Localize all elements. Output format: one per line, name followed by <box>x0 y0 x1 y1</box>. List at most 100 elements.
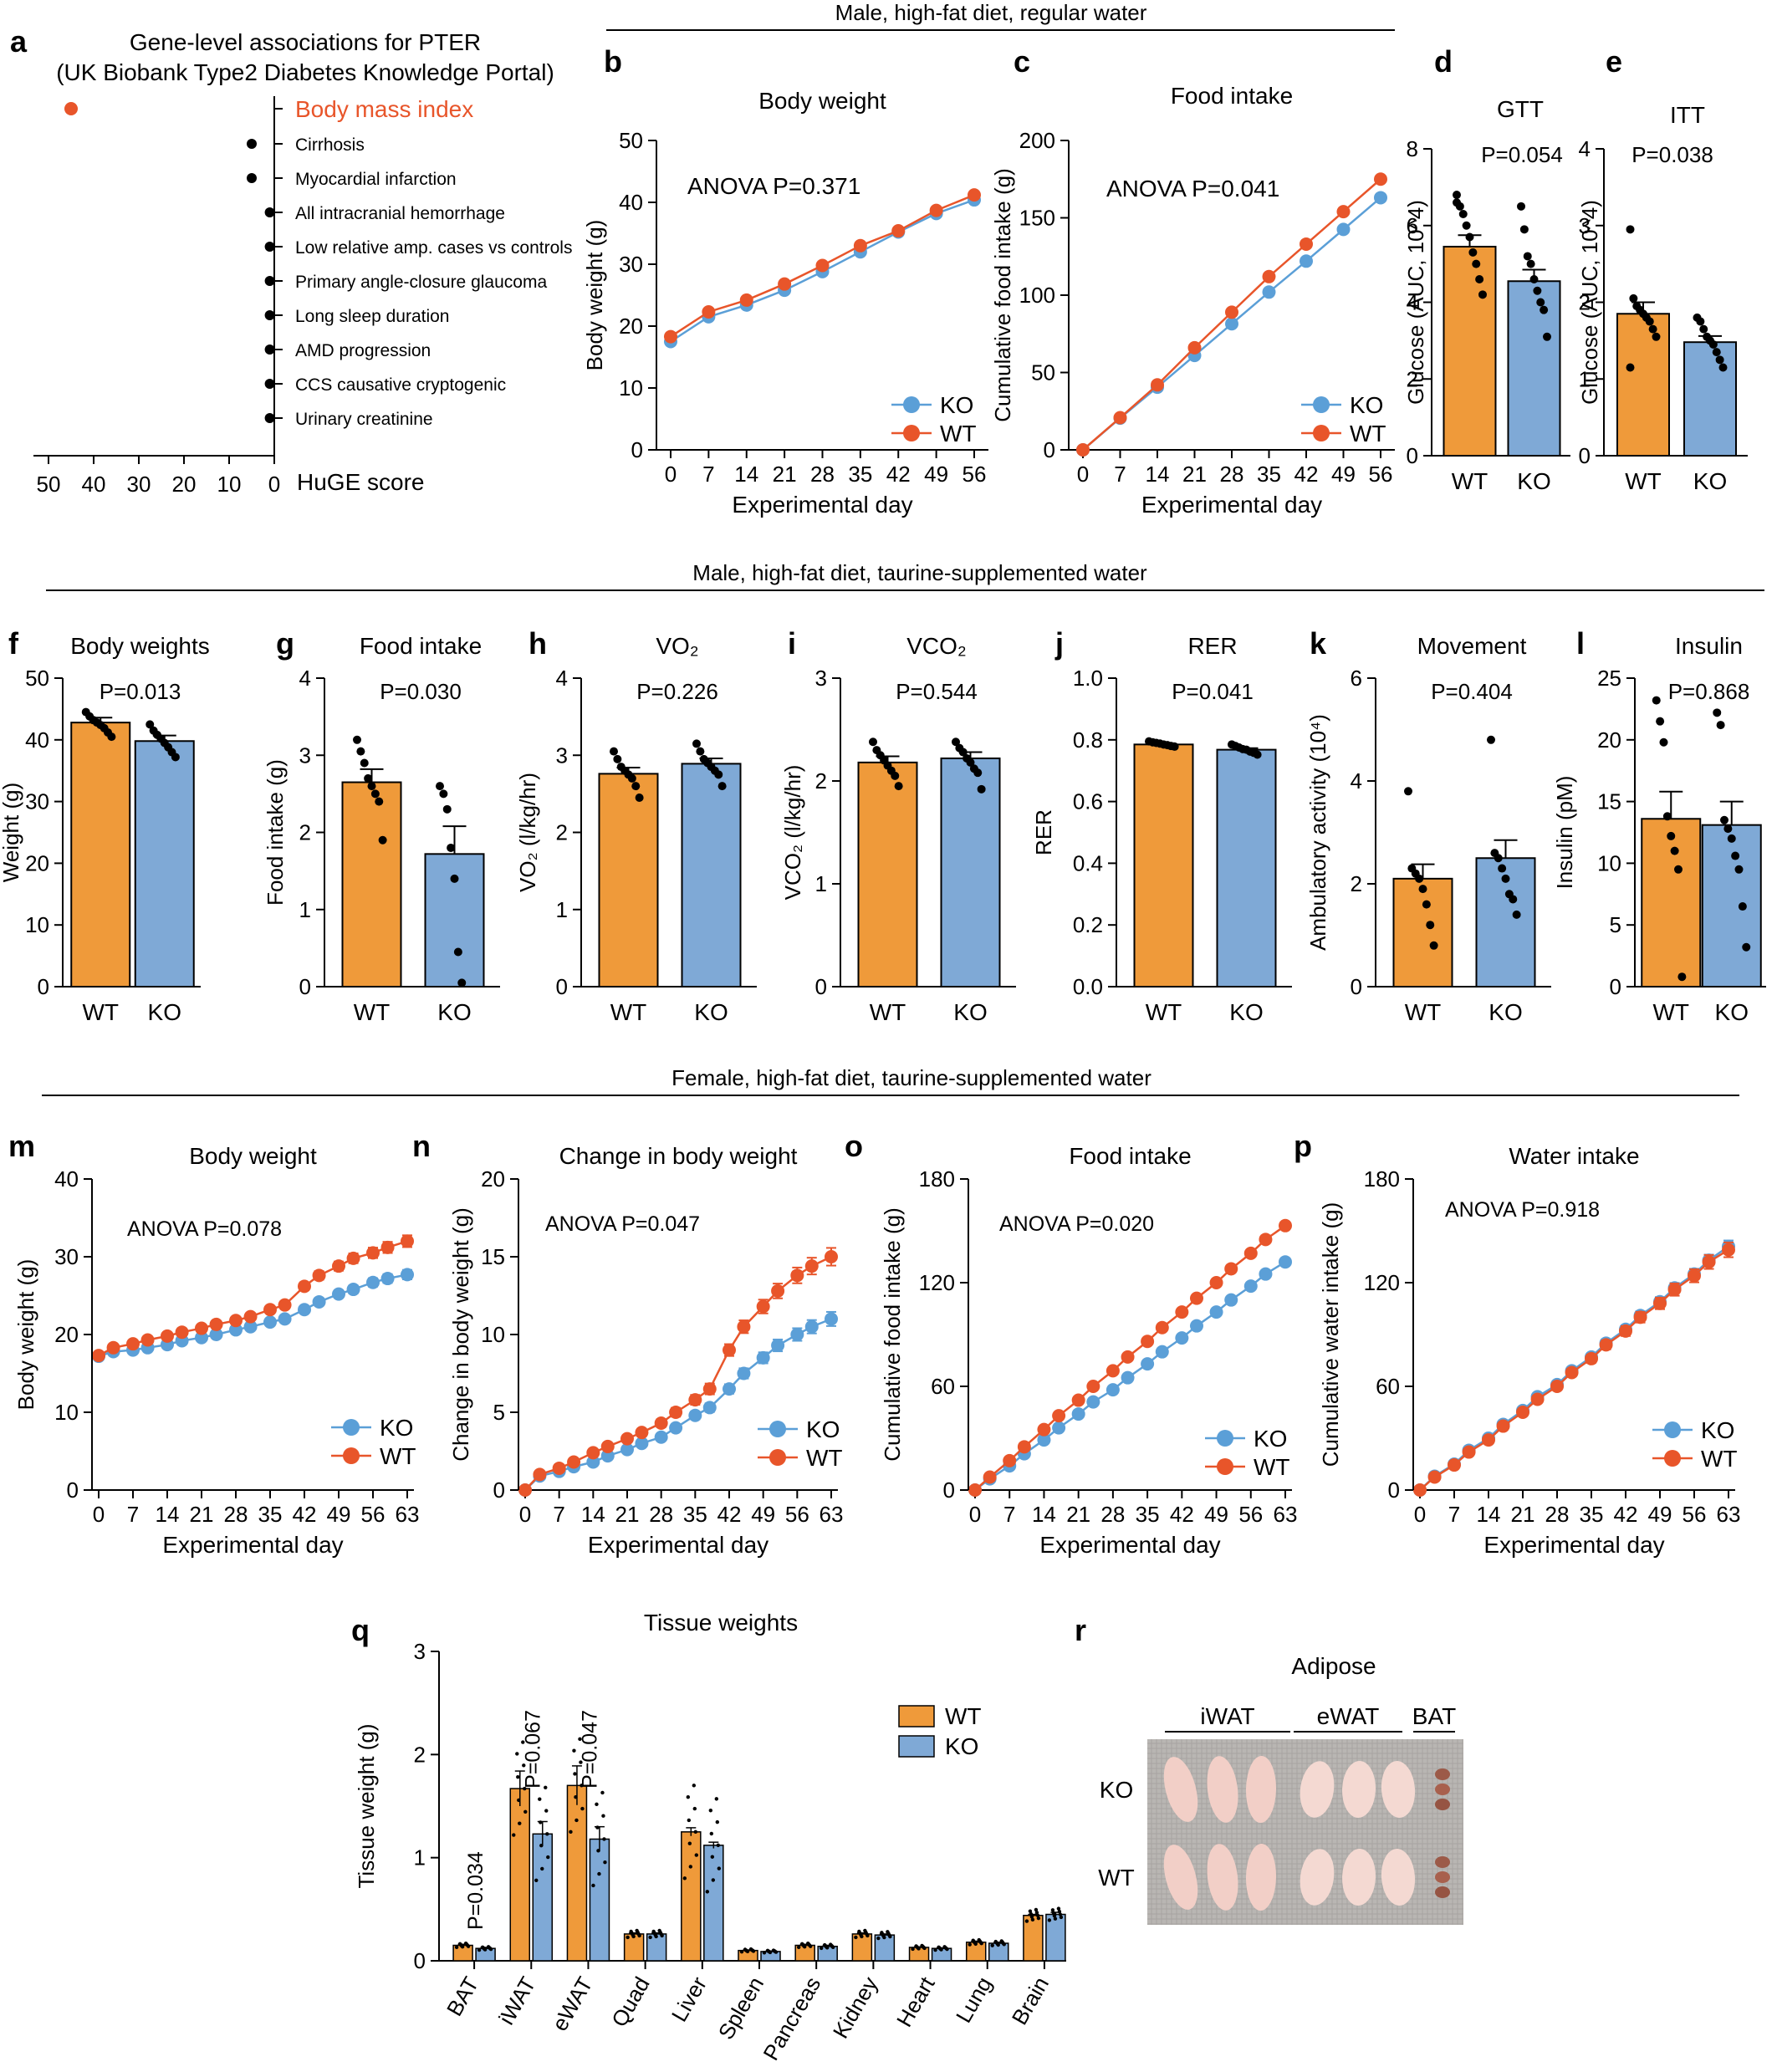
x-tick-label: 28 <box>810 462 835 487</box>
data-point-wt <box>620 1432 634 1446</box>
data-point <box>370 789 380 799</box>
x-tick-label: 14 <box>581 1502 605 1527</box>
y-axis: 0 1 2 3 4 VO₂ (l/kg/hr) <box>515 666 582 999</box>
x-tick-label: 28 <box>1100 1502 1125 1527</box>
y-tick-label: 2 <box>1407 366 1418 391</box>
data-point <box>771 1948 776 1952</box>
data-point <box>1723 824 1733 834</box>
x-tick-label: 35 <box>1136 1502 1160 1527</box>
data-point <box>597 1871 601 1876</box>
data-point <box>534 1878 539 1882</box>
anova-annotation: ANOVA P=0.918 <box>1445 1198 1600 1222</box>
chart-title: Movement <box>1417 633 1527 659</box>
x-tick-label: 14 <box>1146 462 1170 487</box>
data-point <box>627 773 636 783</box>
data-point-ko <box>1071 1407 1085 1421</box>
data-point <box>1059 1915 1064 1920</box>
photo-title: Adipose <box>1291 1653 1376 1679</box>
data-point <box>516 1774 520 1779</box>
data-point <box>1667 831 1676 840</box>
data-point-wt <box>126 1337 140 1351</box>
y-tick-label: 20 <box>1597 727 1621 753</box>
x-tick-label: 0 <box>1077 462 1089 487</box>
data-point <box>1626 225 1635 234</box>
x-tick-label: 21 <box>615 1502 640 1527</box>
y-axis-label: Body weight (g) <box>582 220 607 371</box>
data-point-wt <box>1619 1324 1632 1338</box>
p-value: P=0.034 <box>464 1851 488 1930</box>
y-tick-label: 10 <box>54 1400 79 1425</box>
data-point <box>869 737 877 747</box>
y-tick-label: 0.6 <box>1073 789 1103 814</box>
y-axis-label: Tissue weight (g) <box>354 1724 379 1889</box>
data-point <box>708 1809 713 1813</box>
data-point <box>610 747 618 756</box>
section-header: Male, high-fat diet, taurine-supplemente… <box>692 560 1147 585</box>
y-tick-label: 5 <box>1610 912 1621 937</box>
tissue-group-label: iWAT <box>1200 1703 1254 1729</box>
y-tick-label: 20 <box>54 1322 79 1347</box>
x-tick-label: 49 <box>327 1502 351 1527</box>
data-point-wt <box>263 1303 277 1317</box>
x-tick-label: WT <box>1652 999 1689 1025</box>
data-point-wt <box>815 258 830 273</box>
data-point <box>993 1939 998 1944</box>
x-tick-label: 56 <box>1369 462 1393 487</box>
data-point <box>1626 363 1635 372</box>
bar-wt <box>1392 877 1453 988</box>
data-point <box>1727 834 1736 843</box>
data-point <box>1526 259 1535 268</box>
x-tick-label: 28 <box>1220 462 1244 487</box>
data-point-wt <box>1106 1364 1120 1378</box>
score-dot <box>247 173 257 183</box>
bar-ko <box>681 763 742 988</box>
panel-letter: b <box>604 44 622 79</box>
score-dot <box>264 413 275 423</box>
data-point <box>682 1876 687 1881</box>
panel-letter: i <box>788 626 796 661</box>
x-axis-label: Experimental day <box>162 1532 343 1558</box>
data-point-wt <box>1633 1310 1647 1324</box>
data-point <box>1478 290 1487 299</box>
data-point <box>1708 339 1718 349</box>
y-axis: 0 10 20 30 40 50 Weight (g) <box>0 666 64 999</box>
y-tick-label: 20 <box>619 314 643 339</box>
legend-marker <box>769 1421 786 1437</box>
y-tick-label: 3 <box>1579 213 1591 238</box>
data-point <box>894 782 903 791</box>
score-dot <box>264 276 275 286</box>
data-point <box>1670 846 1679 855</box>
data-point <box>1453 191 1461 200</box>
data-point-wt <box>1653 1296 1667 1310</box>
data-point <box>453 947 462 957</box>
data-point <box>450 874 459 883</box>
data-point-wt <box>891 224 906 238</box>
bar-ko <box>1701 824 1762 988</box>
x-tick-label: 42 <box>717 1502 742 1527</box>
bar-wt <box>681 1831 702 1962</box>
data-point <box>694 1853 699 1857</box>
data-point <box>966 758 975 767</box>
tissue-piece <box>1435 1856 1450 1868</box>
data-point-wt <box>702 304 716 319</box>
y-tick-label: 0 <box>1044 437 1055 462</box>
data-point <box>1742 942 1751 952</box>
x-tick-label: WT <box>354 999 391 1025</box>
y-tick-label: 6 <box>1351 666 1362 691</box>
data-point <box>709 1831 714 1836</box>
data-point <box>863 1928 867 1933</box>
y-axis: 0 5 10 15 20 Change in body weight (g) <box>448 1166 519 1503</box>
data-point <box>572 1748 576 1753</box>
row-label: KO <box>1100 1777 1133 1803</box>
chart-e: e ITT P=0.038 WT KO <box>1604 44 1748 494</box>
x-axis-label: Experimental day <box>732 492 912 518</box>
data-point-ko <box>1300 254 1313 268</box>
data-point <box>523 1809 528 1814</box>
legend-marker <box>903 396 920 413</box>
data-point <box>714 1797 719 1801</box>
y-tick-label: 50 <box>25 666 49 691</box>
data-point <box>1253 750 1262 759</box>
data-point <box>1415 874 1424 883</box>
x-tick-label: 42 <box>293 1502 317 1527</box>
data-point-ko <box>1175 1331 1189 1345</box>
